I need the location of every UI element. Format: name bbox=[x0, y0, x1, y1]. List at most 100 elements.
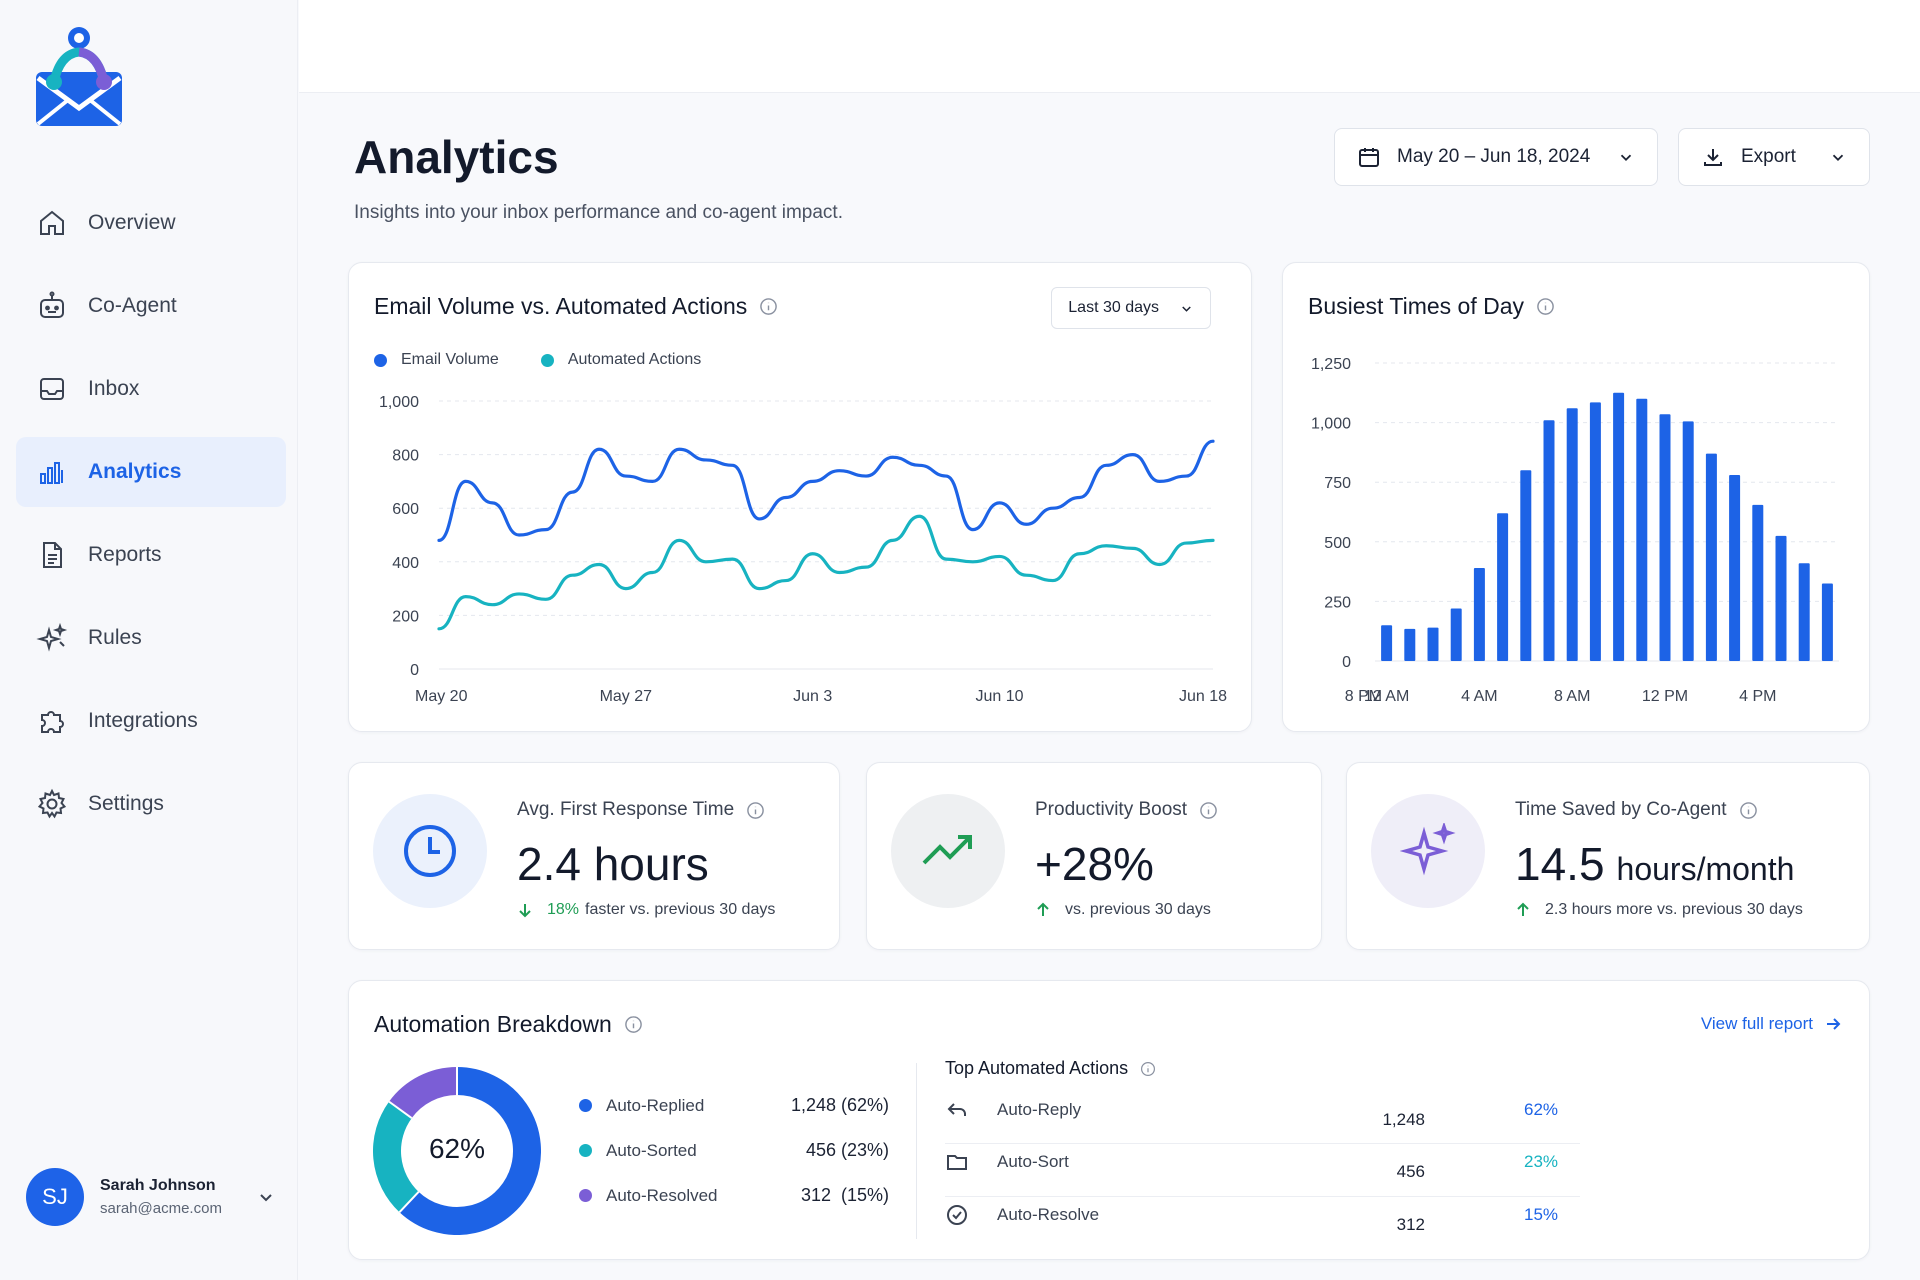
legend-swatch bbox=[579, 1144, 592, 1157]
info-icon[interactable] bbox=[1739, 801, 1758, 820]
metric-card-time-saved: Time Saved by Co-Agent 14.5 hours/month 2… bbox=[1346, 762, 1870, 950]
sidebar-item-analytics[interactable]: Analytics bbox=[16, 437, 286, 507]
bar bbox=[1752, 504, 1764, 661]
x-tick-label: Jun 18 bbox=[1179, 688, 1227, 705]
top-action-row[interactable]: Auto-Reply 1,248 62% bbox=[945, 1083, 1558, 1136]
sidebar-item-integrations[interactable]: Integrations bbox=[16, 686, 286, 756]
sidebar-item-label: Co-Agent bbox=[88, 294, 177, 317]
sidebar-item-inbox[interactable]: Inbox bbox=[16, 354, 286, 424]
bar bbox=[1613, 392, 1625, 661]
y-tick-label: 500 bbox=[1324, 535, 1351, 552]
y-tick-label: 0 bbox=[1342, 654, 1351, 671]
info-icon[interactable] bbox=[759, 297, 778, 316]
bar bbox=[1729, 475, 1741, 661]
y-tick-label: 1,250 bbox=[1311, 356, 1351, 373]
breakdown-label: Auto-Resolved bbox=[606, 1185, 718, 1205]
metric-value: 14.5 hours/month bbox=[1515, 837, 1794, 891]
card-title: Email Volume vs. Automated Actions bbox=[374, 293, 748, 319]
x-tick-label: Jun 3 bbox=[793, 688, 832, 705]
metric-label: Productivity Boost bbox=[1035, 799, 1188, 820]
trending-up-icon bbox=[922, 835, 972, 865]
sidebar-item-label: Reports bbox=[88, 543, 162, 566]
top-action-row[interactable]: Auto-Resolve 312 15% bbox=[945, 1188, 1558, 1241]
arrow-up-icon bbox=[1517, 902, 1529, 916]
puzzle-icon bbox=[41, 711, 64, 733]
info-icon[interactable] bbox=[1536, 297, 1555, 316]
bar bbox=[1798, 563, 1810, 661]
home-icon bbox=[40, 210, 64, 235]
range-dropdown[interactable]: Last 30 days bbox=[1051, 287, 1211, 329]
breakdown-value: 312 (15%) bbox=[800, 1185, 889, 1205]
action-label: Auto-Reply bbox=[997, 1099, 1082, 1119]
gear-icon bbox=[37, 788, 67, 819]
user-profile[interactable]: SJ Sarah Johnson sarah@acme.com bbox=[26, 1166, 276, 1228]
donut-slice bbox=[399, 1067, 541, 1235]
breakdown-row: Auto-Replied 1,248 (62%) bbox=[579, 1095, 889, 1116]
breakdown-row: Auto-Sorted 456 (23%) bbox=[579, 1140, 889, 1161]
card-title: Busiest Times of Day bbox=[1308, 293, 1525, 319]
bar bbox=[1566, 408, 1578, 661]
date-range-label: May 20 – Jun 18, 2024 bbox=[1397, 146, 1591, 167]
top-bar bbox=[299, 0, 1920, 93]
metric-value: 2.4 hours bbox=[517, 838, 709, 890]
sidebar-item-overview[interactable]: Overview bbox=[16, 188, 286, 258]
donut-chart bbox=[373, 1067, 541, 1235]
action-label: Auto-Resolve bbox=[997, 1204, 1100, 1224]
sidebar-item-rules[interactable]: Rules bbox=[16, 603, 286, 673]
chevron-down-icon bbox=[1832, 154, 1844, 161]
bar bbox=[1705, 453, 1717, 661]
breakdown-label: Auto-Sorted bbox=[606, 1140, 697, 1160]
sidebar-item-settings[interactable]: Settings bbox=[16, 769, 286, 839]
action-count: 312 bbox=[1396, 1214, 1425, 1234]
y-tick-label: 400 bbox=[392, 555, 419, 572]
line-chart: 0 200 400 600 800 1,000 May 20 May 27 Jun 3 Jun 1… bbox=[379, 394, 1227, 705]
info-icon[interactable] bbox=[1140, 1061, 1156, 1077]
info-icon[interactable] bbox=[1199, 801, 1218, 820]
automation-breakdown-card: Automation Breakdown View full report 62… bbox=[348, 980, 1870, 1260]
donut-center-label: 62% bbox=[428, 1133, 486, 1164]
bar bbox=[1473, 568, 1485, 661]
chevron-down-icon[interactable] bbox=[256, 1187, 276, 1207]
view-full-report-link[interactable]: View full report bbox=[1701, 1014, 1841, 1034]
top-action-row[interactable]: Auto-Sort 456 23% bbox=[945, 1135, 1558, 1188]
bar bbox=[1543, 420, 1555, 661]
export-button[interactable]: Export bbox=[1678, 128, 1870, 186]
bar bbox=[1775, 535, 1787, 661]
legend-swatch bbox=[579, 1099, 592, 1112]
sidebar-item-reports[interactable]: Reports bbox=[16, 520, 286, 590]
legend-swatch bbox=[579, 1189, 592, 1202]
y-tick-label: 750 bbox=[1324, 475, 1351, 492]
bar bbox=[1659, 414, 1671, 661]
date-range-picker[interactable]: May 20 – Jun 18, 2024 bbox=[1334, 128, 1658, 186]
donut-separator bbox=[388, 1100, 413, 1119]
sidebar-item-label: Settings bbox=[88, 792, 164, 815]
inbox-icon bbox=[40, 378, 64, 400]
robot-icon bbox=[40, 291, 64, 318]
info-icon[interactable] bbox=[624, 1015, 643, 1034]
metric-card-productivity: Productivity Boost +28% vs. previous 30 … bbox=[866, 762, 1322, 950]
breakdown-label: Auto-Replied bbox=[606, 1095, 705, 1115]
sidebar-nav: Overview Co-Agent Inbox Analytics Report… bbox=[16, 188, 286, 852]
x-tick-label: 4 PM bbox=[1739, 688, 1776, 705]
divider bbox=[916, 1063, 917, 1239]
action-percent: 23% bbox=[1524, 1151, 1559, 1171]
metric-number: 14.5 bbox=[1515, 838, 1605, 890]
row-divider bbox=[945, 1196, 1580, 1197]
chevron-down-icon bbox=[1620, 154, 1632, 161]
calendar-icon bbox=[1359, 148, 1379, 167]
action-percent: 15% bbox=[1524, 1204, 1559, 1224]
x-tick-label: 8 PM bbox=[1345, 688, 1382, 705]
action-percent: 62% bbox=[1524, 1099, 1559, 1119]
y-tick-label: 800 bbox=[392, 448, 419, 465]
arrow-up-icon bbox=[1037, 902, 1049, 916]
sparkle-rules-icon bbox=[36, 622, 68, 652]
sidebar-item-co-agent[interactable]: Co-Agent bbox=[16, 271, 286, 341]
breakdown-value: 1,248 (62%) bbox=[790, 1095, 889, 1115]
document-icon bbox=[43, 542, 62, 568]
page-subtitle: Insights into your inbox performance and… bbox=[354, 202, 843, 223]
card-title: Automation Breakdown bbox=[374, 1011, 612, 1037]
x-tick-label: 4 AM bbox=[1461, 688, 1497, 705]
chevron-down-icon bbox=[1182, 305, 1191, 312]
info-icon[interactable] bbox=[746, 801, 765, 820]
envelope-people-logo[interactable] bbox=[32, 22, 126, 130]
